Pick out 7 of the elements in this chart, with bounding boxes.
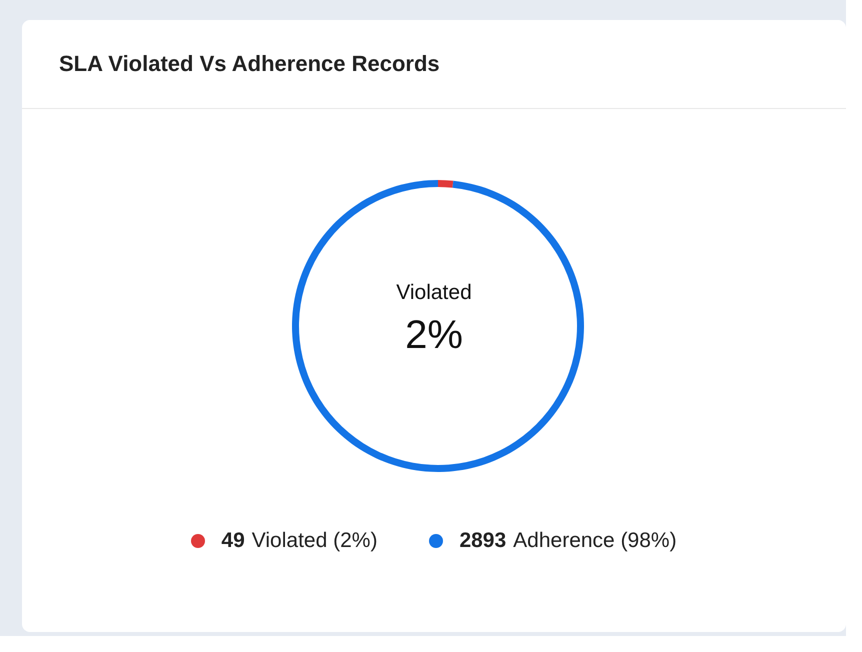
text: 2% [404,313,464,358]
data-label: 2893 [459,529,506,553]
chart-title: SLA Violated Vs Adherence Records [22,20,846,109]
legend-label: Violated (2%) [252,529,378,553]
slice-label: Adherence (98%) [513,529,677,553]
data-label: 49 [221,529,245,553]
text: Violated [395,281,473,305]
